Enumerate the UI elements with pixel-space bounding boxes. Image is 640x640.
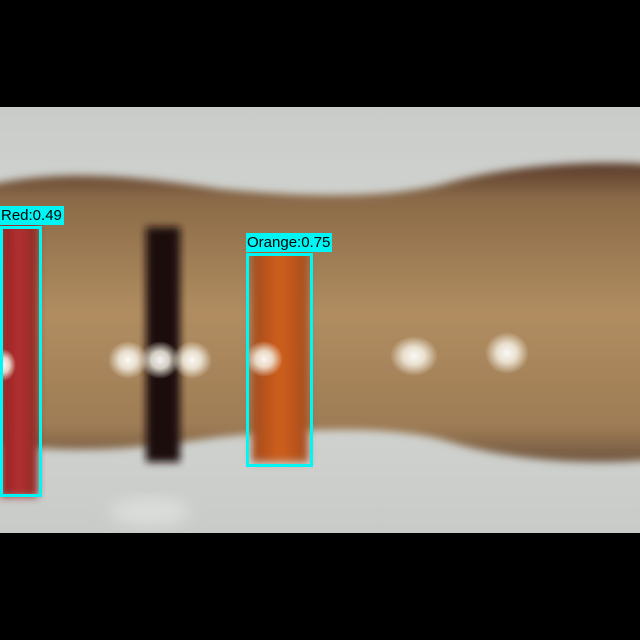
detection-label-red: Red:0.49 xyxy=(0,206,64,225)
detection-box-red xyxy=(0,226,42,497)
detection-box-orange xyxy=(246,253,313,467)
resistor-photo xyxy=(0,107,640,533)
detection-label-orange: Orange:0.75 xyxy=(246,233,333,252)
